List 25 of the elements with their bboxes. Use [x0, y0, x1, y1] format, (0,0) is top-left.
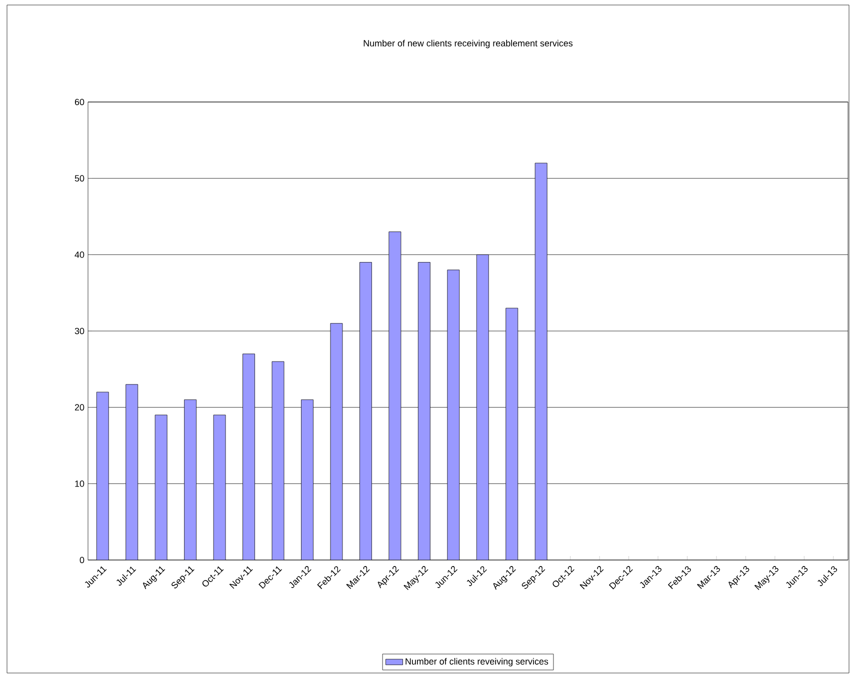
bar — [506, 308, 518, 560]
legend-label: Number of clients reveiving services — [406, 658, 548, 666]
y-tick-label: 10 — [75, 480, 84, 487]
bar — [418, 262, 430, 560]
bar — [242, 354, 255, 560]
bar — [447, 270, 460, 560]
y-tick-label: 30 — [74, 328, 84, 334]
y-tick-label: 40 — [74, 251, 84, 258]
y-tick-label: 0 — [80, 556, 84, 564]
bar — [272, 361, 284, 560]
bar — [476, 254, 489, 560]
bar — [301, 400, 314, 560]
chart-title: Number of new clients receiving reablement services — [364, 40, 573, 48]
bar — [359, 262, 372, 560]
y-tick-label: 50 — [74, 175, 84, 182]
bar — [154, 414, 168, 560]
bar — [534, 162, 548, 560]
bar — [126, 384, 138, 560]
bar — [184, 400, 197, 560]
y-tick-label: 20 — [74, 404, 84, 411]
bar — [330, 323, 343, 560]
bar — [388, 232, 402, 560]
bar — [213, 414, 226, 560]
bar — [96, 392, 109, 560]
y-tick-label: 60 — [74, 98, 84, 106]
